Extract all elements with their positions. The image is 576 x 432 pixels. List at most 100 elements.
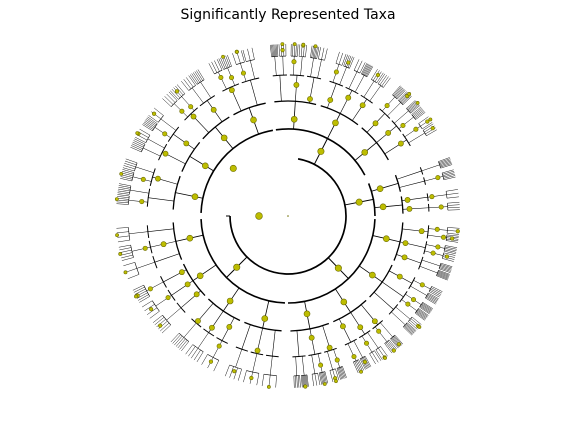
taxon-node bbox=[221, 54, 225, 59]
taxon-node bbox=[333, 69, 339, 75]
clade-arc bbox=[134, 162, 138, 172]
branch bbox=[364, 64, 371, 76]
branch bbox=[315, 46, 318, 59]
branch bbox=[359, 62, 366, 74]
branch bbox=[117, 196, 130, 198]
branch bbox=[293, 56, 295, 76]
branch bbox=[416, 311, 427, 319]
branch bbox=[342, 366, 347, 378]
tree-nodes bbox=[114, 42, 460, 389]
taxon-node bbox=[210, 106, 217, 113]
clade-arc bbox=[233, 102, 266, 116]
clade-arc bbox=[379, 108, 391, 119]
branch bbox=[119, 247, 132, 251]
branch bbox=[443, 254, 455, 258]
branch bbox=[122, 169, 135, 173]
branch bbox=[302, 375, 304, 388]
branch bbox=[235, 349, 243, 368]
branch bbox=[442, 169, 454, 174]
branch bbox=[208, 63, 215, 75]
branch bbox=[166, 307, 182, 321]
clade-arc bbox=[369, 264, 393, 298]
branch bbox=[354, 361, 360, 373]
taxon-node bbox=[357, 324, 364, 331]
branch bbox=[131, 145, 143, 151]
branch bbox=[403, 326, 413, 335]
branch bbox=[144, 304, 155, 312]
branch bbox=[392, 85, 401, 95]
branch bbox=[162, 98, 172, 107]
branch bbox=[395, 306, 411, 320]
taxon-node bbox=[179, 108, 185, 114]
branch bbox=[170, 333, 180, 343]
taxon-node bbox=[441, 234, 447, 240]
taxon-node bbox=[114, 197, 119, 202]
branch bbox=[437, 273, 449, 279]
branch bbox=[134, 138, 146, 145]
taxon-node bbox=[174, 89, 180, 94]
branch bbox=[447, 206, 460, 209]
branch bbox=[387, 102, 401, 117]
branch bbox=[407, 101, 417, 111]
branch bbox=[147, 228, 174, 232]
clade-arc bbox=[200, 129, 274, 213]
clade-arc bbox=[182, 263, 206, 297]
branch bbox=[443, 175, 456, 179]
branch bbox=[141, 300, 153, 308]
branch bbox=[394, 110, 409, 124]
branch bbox=[132, 141, 144, 148]
branch bbox=[335, 51, 340, 64]
branch bbox=[421, 164, 440, 172]
branch bbox=[404, 126, 421, 138]
clade-arc bbox=[299, 56, 306, 58]
branch bbox=[166, 93, 176, 103]
branch bbox=[127, 274, 140, 279]
branch bbox=[327, 351, 333, 370]
clade-arc bbox=[235, 346, 249, 352]
taxon-node bbox=[346, 60, 351, 65]
branch bbox=[422, 302, 433, 309]
clade-arc bbox=[344, 338, 357, 346]
branch bbox=[389, 339, 397, 350]
taxon-node bbox=[291, 59, 297, 65]
branch bbox=[444, 250, 456, 255]
taxon-node bbox=[396, 342, 401, 347]
branch bbox=[376, 72, 384, 83]
branch bbox=[422, 123, 434, 131]
taxon-node bbox=[220, 134, 228, 142]
taxon-node bbox=[147, 286, 153, 292]
clade-arc bbox=[178, 332, 189, 342]
branch bbox=[200, 81, 212, 99]
taxon-node bbox=[261, 315, 269, 322]
branch bbox=[438, 157, 450, 162]
branch bbox=[442, 170, 455, 175]
taxon-node bbox=[196, 272, 204, 280]
branch bbox=[349, 57, 355, 69]
taxon-node bbox=[450, 236, 455, 241]
branch bbox=[125, 158, 138, 164]
taxon-node bbox=[430, 250, 436, 256]
branch bbox=[426, 244, 445, 249]
clade-arc bbox=[445, 234, 448, 241]
branch bbox=[133, 140, 145, 146]
clade-arc bbox=[148, 240, 153, 254]
branch bbox=[271, 44, 273, 57]
branch bbox=[250, 80, 258, 106]
branch bbox=[377, 73, 386, 84]
branch bbox=[152, 315, 163, 323]
branch bbox=[438, 270, 450, 276]
clade-arc bbox=[289, 74, 305, 77]
taxon-node bbox=[428, 117, 433, 122]
taxon-node bbox=[391, 348, 396, 353]
taxon-node bbox=[361, 149, 369, 156]
branch bbox=[440, 265, 452, 270]
branch bbox=[136, 292, 148, 299]
branch bbox=[371, 69, 378, 80]
taxon-node bbox=[119, 171, 124, 176]
branch bbox=[320, 372, 324, 385]
branch bbox=[395, 88, 404, 98]
branch bbox=[183, 322, 197, 338]
clade-arc bbox=[354, 70, 361, 74]
branch bbox=[309, 328, 316, 355]
clade-arc bbox=[188, 85, 196, 91]
